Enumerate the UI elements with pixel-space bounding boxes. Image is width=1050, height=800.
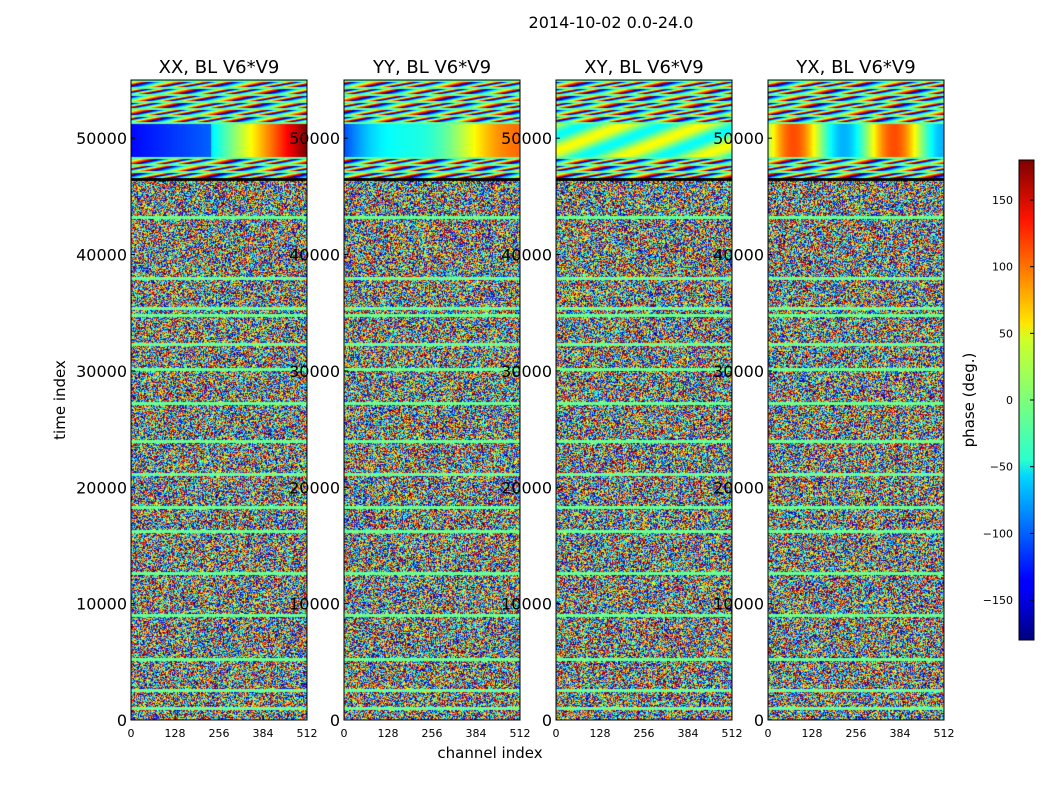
x-tick-label: 384 — [678, 727, 699, 740]
x-tick-label: 128 — [590, 727, 611, 740]
y-tick-label: 40000 — [289, 246, 340, 265]
y-tick-label: 0 — [754, 711, 764, 730]
x-tick-label: 512 — [722, 727, 743, 740]
panels-group: XX, BL V6*V9 0 128 256 384 512 0 10000 20000 3000… — [76, 57, 954, 740]
heatmap-image-2 — [344, 80, 520, 720]
panel-2: YY, BL V6*V9 0 128 256 384 512 0 10000 20000 3000… — [289, 57, 530, 740]
x-tick-label: 128 — [378, 727, 399, 740]
y-tick-label: 40000 — [713, 246, 764, 265]
x-tick-label: 128 — [802, 727, 823, 740]
colorbar-tick-label: 0 — [1006, 394, 1013, 407]
x-tick-label: 0 — [128, 727, 135, 740]
y-tick-label: 20000 — [713, 478, 764, 497]
y-tick-label: 50000 — [713, 129, 764, 148]
y-tick-label: 40000 — [501, 246, 552, 265]
x-tick-label: 0 — [341, 727, 348, 740]
y-tick-label: 10000 — [501, 595, 552, 614]
x-tick-label: 512 — [934, 727, 955, 740]
heatmap-image-1 — [131, 80, 307, 720]
y-tick-label: 50000 — [501, 129, 552, 148]
panel-4: YX, BL V6*V9 0 128 256 384 512 0 10000 20000 3000… — [713, 57, 954, 740]
x-tick-label: 256 — [846, 727, 867, 740]
x-tick-label: 0 — [765, 727, 772, 740]
colorbar-tick-label: 50 — [999, 327, 1013, 340]
y-tick-label: 10000 — [289, 595, 340, 614]
y-tick-label: 30000 — [76, 362, 127, 381]
y-axis-label: time index — [51, 360, 69, 440]
colorbar-label: phase (deg.) — [960, 353, 978, 448]
y-tick-label: 10000 — [713, 595, 764, 614]
x-tick-label: 384 — [466, 727, 487, 740]
y-tick-label: 30000 — [501, 362, 552, 381]
y-tick-label: 30000 — [289, 362, 340, 381]
x-tick-label: 0 — [553, 727, 560, 740]
y-tick-label: 0 — [542, 711, 552, 730]
colorbar-tick-label: −100 — [983, 527, 1013, 540]
y-tick-label: 50000 — [76, 129, 127, 148]
x-tick-label: 128 — [165, 727, 186, 740]
panel-title: XY, BL V6*V9 — [584, 57, 703, 78]
heatmap-image-3 — [556, 80, 732, 720]
x-tick-label: 256 — [634, 727, 655, 740]
x-axis-label: channel index — [437, 744, 542, 762]
x-tick-label: 384 — [253, 727, 274, 740]
x-tick-label: 512 — [297, 727, 318, 740]
panel-3: XY, BL V6*V9 0 128 256 384 512 0 10000 20000 3000… — [501, 57, 742, 740]
panel-1: XX, BL V6*V9 0 128 256 384 512 0 10000 20000 3000… — [76, 57, 317, 740]
y-tick-label: 20000 — [501, 478, 552, 497]
y-tick-label: 50000 — [289, 129, 340, 148]
colorbar-tick-label: −50 — [990, 461, 1013, 474]
y-tick-label: 20000 — [76, 478, 127, 497]
colorbar-tick-label: 100 — [992, 261, 1013, 274]
x-tick-label: 256 — [209, 727, 230, 740]
heatmap-image-4 — [768, 80, 944, 720]
y-tick-label: 30000 — [713, 362, 764, 381]
colorbar: 150 100 50 0 −50 −100 −150 — [983, 159, 1035, 641]
x-tick-label: 512 — [510, 727, 531, 740]
x-tick-label: 384 — [890, 727, 911, 740]
colorbar-tick-label: −150 — [983, 594, 1013, 607]
colorbar-tick-label: 150 — [992, 194, 1013, 207]
panel-title: XX, BL V6*V9 — [159, 57, 280, 78]
y-tick-label: 10000 — [76, 595, 127, 614]
y-tick-label: 40000 — [76, 246, 127, 265]
x-tick-label: 256 — [422, 727, 443, 740]
figure-title: 2014-10-02 0.0-24.0 — [529, 13, 694, 32]
panel-title: YX, BL V6*V9 — [795, 57, 915, 78]
panel-title: YY, BL V6*V9 — [372, 57, 491, 78]
y-tick-label: 20000 — [289, 478, 340, 497]
y-tick-label: 0 — [117, 711, 127, 730]
y-tick-label: 0 — [330, 711, 340, 730]
